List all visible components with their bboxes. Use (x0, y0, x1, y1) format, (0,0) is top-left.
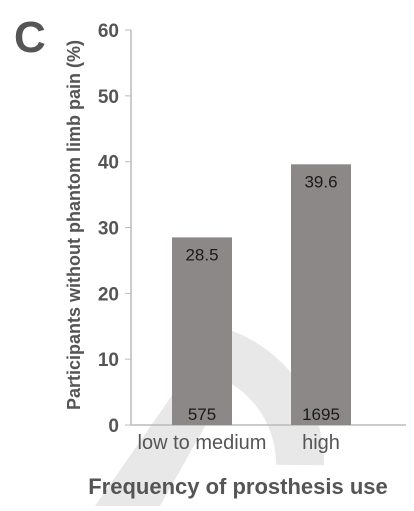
y-tick-label: 0 (108, 416, 119, 437)
x-axis-ticks: low to medium high (138, 432, 340, 454)
bar-count-label: 1695 (302, 405, 340, 424)
bar-count-label: 575 (188, 405, 216, 424)
bar (291, 164, 351, 426)
bar-value-label: 39.6 (304, 172, 337, 191)
y-tick-label: 50 (98, 87, 119, 108)
y-tick-label: 40 (98, 153, 119, 174)
y-axis-label: Participants without phantom limb pain (… (64, 40, 84, 410)
panel-label: C (14, 13, 46, 62)
x-axis-label: Frequency of prosthesis use (88, 474, 388, 499)
y-tick-label: 60 (98, 21, 119, 42)
x-tick-label: low to medium (138, 432, 267, 454)
y-tick-label: 20 (98, 284, 119, 305)
y-tick-label: 30 (98, 219, 119, 240)
y-tick-label: 10 (98, 350, 119, 371)
y-axis-ticks: 0 10 20 30 40 50 60 (98, 21, 131, 437)
bar (172, 237, 232, 425)
bar-value-label: 28.5 (185, 245, 218, 264)
bars: 28.5 575 39.6 1695 (172, 164, 351, 426)
x-tick-label: high (302, 432, 340, 454)
